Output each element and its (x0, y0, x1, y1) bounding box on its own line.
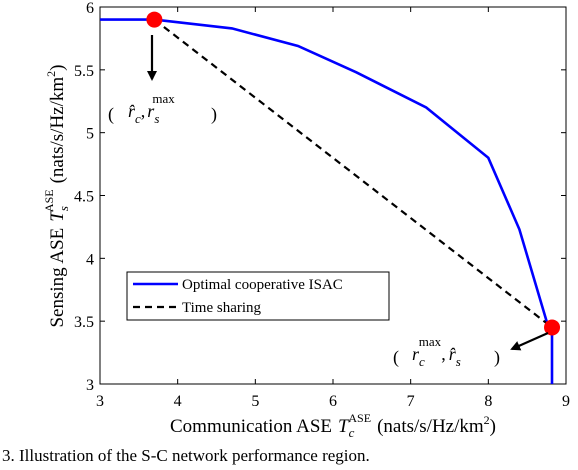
y-tick-label: 6 (86, 0, 94, 17)
annotation-point-b: ( rc max, r̂s ) (393, 334, 500, 369)
annotation-arrow-b (510, 331, 549, 351)
x-tick-label: 8 (484, 393, 492, 410)
legend: Optimal cooperative ISAC Time sharing (126, 271, 390, 321)
annot-a-r2-sub: s (154, 111, 159, 126)
y-axis-label-text: Sensing ASE (47, 228, 68, 328)
x-tick-label: 9 (562, 393, 570, 410)
annotation-point-a: ( r̂c, rs max ) (108, 91, 217, 126)
paren-close: ) (211, 104, 217, 125)
legend-label-optimal: Optimal cooperative ISAC (182, 277, 343, 293)
annot-a-r1: r̂ (128, 101, 136, 121)
y-axis-unit-sup: 2 (44, 71, 58, 77)
annot-b-r2-sub: s (456, 354, 461, 369)
x-axis-sub: c (349, 425, 355, 440)
x-axis-unit-close: ) (490, 416, 496, 437)
marker-point-b (544, 319, 561, 336)
figure-caption: 3. Illustration of the S-C network perfo… (2, 446, 370, 465)
x-axis-unit: (nats/s/Hz/km (377, 416, 484, 437)
svg-text:rcmax,r̂s: rc max, r̂s (412, 334, 461, 369)
y-axis-unit: (nats/s/Hz/km (47, 77, 68, 184)
series-layer (100, 18, 554, 384)
paren-open: ( (393, 347, 399, 368)
plot-frame (99, 6, 567, 385)
paren-close: ) (494, 347, 500, 368)
x-axis-unit-sup: 2 (484, 413, 490, 427)
annot-b-comma: , (441, 344, 446, 364)
legend-label-time-sharing: Time sharing (182, 300, 262, 316)
annot-b-r2: r̂ (449, 344, 457, 364)
x-axis-label: Communication ASE TcASE (nats/s/Hz/km2) (170, 411, 496, 440)
svg-text:r̂c,rsmax: r̂c, rs max (128, 91, 175, 126)
marker-point-a (146, 11, 163, 28)
y-tick-label: 5 (86, 126, 94, 143)
annot-b-r1-sup: max (419, 334, 442, 349)
points-layer (146, 11, 561, 336)
x-axis-sup: ASE (348, 411, 371, 425)
annot-a-r2: r (147, 101, 155, 121)
annot-a-comma: , (141, 101, 146, 121)
x-tick-label: 4 (174, 393, 182, 410)
y-tick-label: 4 (86, 251, 94, 268)
y-tick-label: 4.5 (74, 189, 94, 206)
x-tick-label: 3 (96, 393, 104, 410)
y-tick-label: 3.5 (74, 314, 94, 331)
axis-ticks: 3 4 5 6 7 8 9 3 3.5 4 4.5 5 5.5 6 (74, 0, 570, 410)
annot-b-r1: r (412, 344, 420, 364)
x-tick-label: 5 (251, 393, 259, 410)
y-axis-sup: ASE (42, 189, 56, 212)
y-axis-label: Sensing ASE TsASE (nats/s/Hz/km2) (42, 64, 71, 327)
y-axis-unit-close: ) (47, 64, 68, 70)
x-axis-symbol: T (338, 416, 350, 437)
y-tick-label: 3 (86, 377, 94, 394)
x-axis-label-text: Communication ASE (170, 416, 332, 437)
annot-a-r1-sub: c (135, 111, 141, 126)
x-tick-label: 7 (407, 393, 415, 410)
y-tick-label: 5.5 (74, 63, 94, 80)
paren-open: ( (108, 104, 114, 125)
y-axis-symbol: T (47, 210, 68, 222)
legend-box (126, 271, 390, 321)
annot-a-r2-sup: max (152, 91, 175, 106)
x-tick-label: 6 (329, 393, 337, 410)
y-axis-sub: s (56, 206, 71, 211)
annot-b-r1-sub: c (419, 354, 425, 369)
series-line-optimal-cooperative-isac (100, 18, 554, 384)
